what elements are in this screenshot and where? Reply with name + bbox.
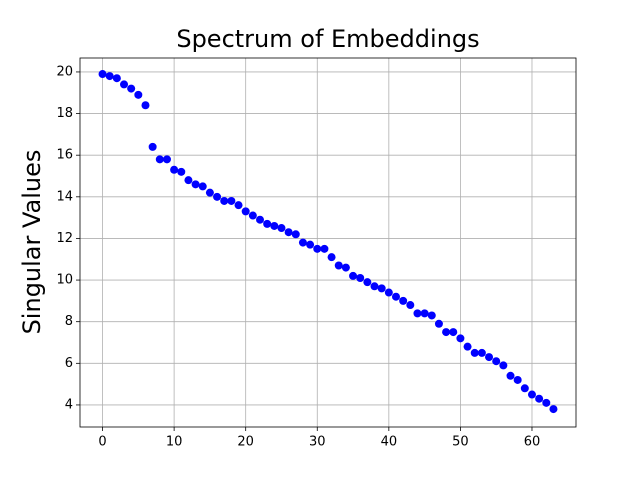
x-tick-label: 40 [381,435,398,450]
point [506,371,515,380]
point [513,375,522,384]
point [549,405,558,414]
y-tick-label: 4 [65,397,73,412]
plot-frame [79,57,577,428]
point [363,278,372,287]
point [270,221,279,230]
y-tick-label: 10 [56,273,73,288]
point [427,311,436,320]
y-tick-label: 16 [56,148,73,163]
y-tick-label: 14 [56,189,73,204]
point [313,244,322,253]
point [234,201,243,210]
point [492,357,501,366]
point [184,176,193,185]
x-tick-label: 20 [237,435,254,450]
point [477,348,486,357]
y-tick-label: 18 [56,106,73,121]
x-tick-label: 10 [166,435,183,450]
y-tick-label: 20 [56,64,73,79]
point [527,390,536,399]
point [406,301,415,310]
point [306,240,315,249]
point [191,180,200,189]
point [177,167,186,176]
y-axis-label: Singular Values [18,150,46,335]
x-tick-label: 50 [452,435,469,450]
point [420,309,429,318]
chart-title: Spectrum of Embeddings [176,25,479,53]
point [334,261,343,270]
point [213,192,222,201]
point [391,292,400,301]
point [284,228,293,237]
point [298,238,307,247]
point [463,342,472,351]
x-tick-label: 0 [98,435,106,450]
point [520,384,529,393]
point [148,142,157,151]
point [155,155,164,164]
point [349,271,358,280]
point [434,319,443,328]
point [456,334,465,343]
point [112,74,121,83]
point [105,72,114,81]
point [356,273,365,282]
point [263,219,272,228]
point [449,328,458,337]
point [535,394,544,403]
y-tick-label: 8 [65,314,73,329]
point [162,155,171,164]
point [320,244,329,253]
point [198,182,207,191]
point [248,211,257,220]
point [341,263,350,272]
point [370,282,379,291]
point [377,284,386,293]
y-tick-label: 6 [65,356,73,371]
point [542,398,551,407]
point [413,309,422,318]
point [442,328,451,337]
y-tick-label: 12 [56,231,73,246]
x-tick-label: 60 [524,435,541,450]
point [327,253,336,262]
point [227,196,236,205]
point [120,80,129,89]
point [399,296,408,305]
point [241,207,250,216]
point [220,196,229,205]
point [205,188,214,197]
point [170,165,179,174]
point [485,353,494,362]
point [291,230,300,239]
point [127,84,136,93]
point [134,90,143,99]
point [98,70,107,79]
point [499,361,508,370]
point [256,215,265,224]
x-tick-label: 30 [309,435,326,450]
point [277,224,286,233]
point [470,348,479,357]
point [384,288,393,297]
point [141,101,150,110]
